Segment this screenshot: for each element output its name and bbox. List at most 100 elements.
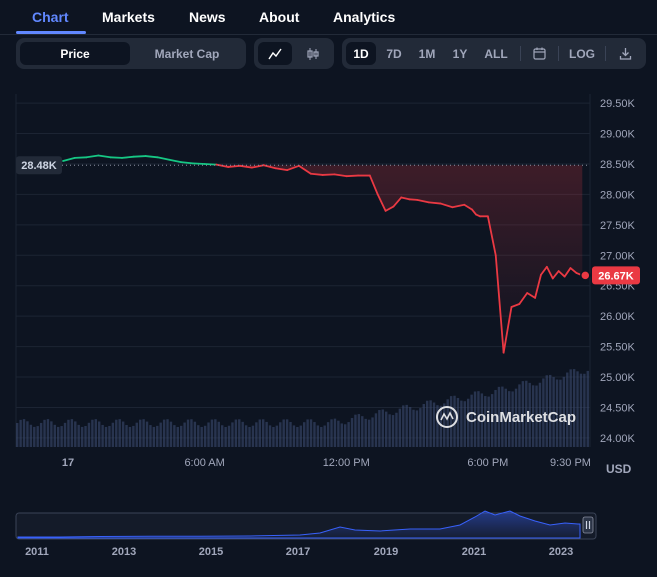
volume-bar xyxy=(572,369,576,447)
price-line-segment xyxy=(109,156,123,159)
volume-bar xyxy=(166,419,169,447)
volume-bar xyxy=(292,425,296,447)
volume-bar xyxy=(381,409,384,447)
volume-bar xyxy=(173,425,176,447)
price-line-segment xyxy=(486,215,497,257)
volume-bar xyxy=(244,425,248,447)
date-range-button[interactable] xyxy=(524,42,554,65)
range-1d-button[interactable]: 1D xyxy=(346,42,376,65)
volume-bar xyxy=(108,425,111,447)
volume-bar xyxy=(306,419,309,447)
navigator-handle[interactable] xyxy=(582,516,594,534)
volume-bar xyxy=(268,425,272,447)
volume-bar xyxy=(525,380,528,447)
price-line-segment xyxy=(62,157,76,162)
log-scale-button[interactable]: LOG xyxy=(569,46,595,61)
y-tick-label: 28.50K xyxy=(600,159,636,171)
price-line-segment xyxy=(168,158,182,164)
market-cap-button[interactable]: Market Cap xyxy=(154,46,220,61)
volume-bar xyxy=(57,426,60,447)
tab-news[interactable]: News xyxy=(189,9,226,25)
volume-bar xyxy=(241,421,244,447)
volume-bar xyxy=(152,426,156,447)
range-7d-button[interactable]: 7D xyxy=(386,46,402,61)
volume-bar xyxy=(258,419,261,447)
y-tick-label: 26.00K xyxy=(600,311,636,323)
volume-bar xyxy=(316,425,320,447)
tab-markets[interactable]: Markets xyxy=(102,9,155,25)
volume-bar xyxy=(501,386,504,447)
price-line-segment xyxy=(551,270,560,280)
volume-bar xyxy=(490,394,494,447)
volume-bar xyxy=(354,414,357,447)
volume-bar xyxy=(566,372,569,447)
volume-bar xyxy=(135,422,138,447)
volume-bar xyxy=(207,422,210,447)
volume-bar xyxy=(484,396,487,447)
tab-chart[interactable]: Chart xyxy=(32,9,69,25)
volume-bar xyxy=(224,426,227,447)
volume-bar xyxy=(125,425,128,447)
main-tabs: Chart Markets News About Analytics xyxy=(0,0,657,35)
volume-bar xyxy=(320,426,323,447)
volume-bar xyxy=(121,421,125,447)
volume-bar xyxy=(77,424,80,447)
volume-bar xyxy=(265,421,268,447)
active-tab-indicator xyxy=(16,31,86,34)
volume-bar xyxy=(480,393,484,447)
volume-bar xyxy=(203,425,207,447)
volume-bar xyxy=(449,396,453,447)
volume-bar xyxy=(511,391,514,447)
current-price-label: 26.67K xyxy=(598,270,634,282)
range-toolbar: 1D 7D 1M 1Y ALL LOG xyxy=(342,38,646,69)
time-navigator[interactable]: 2011 2013 2015 2017 2019 2021 2023 xyxy=(15,510,597,558)
price-line-segment xyxy=(463,203,474,211)
volume-bar xyxy=(279,422,282,447)
y-tick-label: 27.00K xyxy=(600,250,636,262)
currency-unit-label: USD xyxy=(606,462,632,476)
range-1m-button[interactable]: 1M xyxy=(418,46,436,61)
volume-bar xyxy=(16,423,19,447)
download-button[interactable] xyxy=(610,42,640,65)
volume-bar xyxy=(456,397,460,447)
volume-bar xyxy=(142,419,145,447)
price-button[interactable]: Price xyxy=(20,42,130,65)
volume-bar xyxy=(139,419,142,447)
volume-bar xyxy=(542,378,545,447)
volume-bar xyxy=(395,412,398,447)
range-all-button[interactable]: ALL xyxy=(484,46,508,61)
tab-about[interactable]: About xyxy=(259,9,300,25)
volume-bar xyxy=(477,391,480,447)
x-axis: 17 6:00 AM 12:00 PM 6:00 PM 9:30 PM xyxy=(62,457,591,469)
volume-bar xyxy=(391,415,395,447)
volume-bar xyxy=(552,377,555,447)
price-line-segment xyxy=(569,267,578,274)
volume-bar xyxy=(84,426,87,447)
navigator-year-labels: 2011 2013 2015 2017 2019 2021 2023 xyxy=(25,546,573,558)
volume-bar xyxy=(128,426,132,447)
volume-bar xyxy=(227,425,231,447)
volume-bar xyxy=(169,421,173,447)
price-line-segment xyxy=(494,254,505,354)
y-tick-label: 24.00K xyxy=(600,433,636,445)
price-line-segment xyxy=(392,196,403,208)
volume-bar xyxy=(289,421,292,447)
price-line-segment xyxy=(376,193,387,212)
volume-bar xyxy=(419,408,422,447)
volume-bar xyxy=(415,410,419,447)
volume-bar xyxy=(50,421,53,447)
range-1y-button[interactable]: 1Y xyxy=(452,46,468,61)
volume-bar xyxy=(296,426,299,447)
price-line-segment xyxy=(298,164,312,175)
volume-bar xyxy=(248,426,251,447)
price-line-segment xyxy=(250,164,265,169)
y-axis: 29.50K29.00K28.50K28.00K27.50K27.00K26.5… xyxy=(600,98,636,445)
volume-bar xyxy=(436,405,439,447)
candlestick-chart-button[interactable] xyxy=(296,42,330,65)
line-chart-button[interactable] xyxy=(258,42,292,65)
price-chart[interactable]: 28.48K 29.50K 29.00K 28.50K 28.00K 27.50K 27.… xyxy=(0,80,657,577)
volume-bar xyxy=(313,422,316,447)
volume-bar xyxy=(361,416,364,447)
price-line-segment xyxy=(518,292,529,305)
tab-analytics[interactable]: Analytics xyxy=(333,9,396,25)
